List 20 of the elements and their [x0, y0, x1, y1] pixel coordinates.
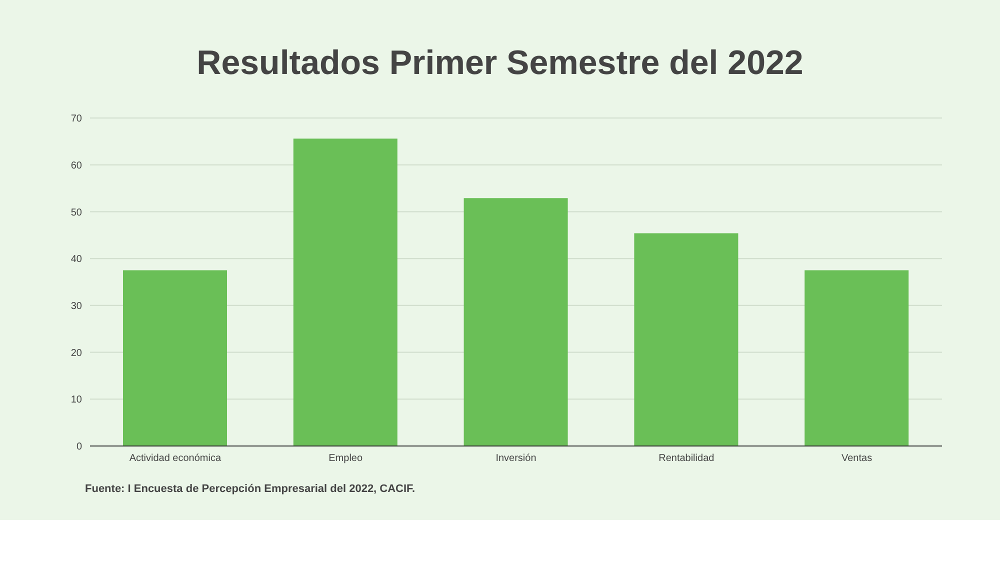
bar — [804, 270, 909, 446]
y-tick-label: 0 — [76, 442, 82, 453]
y-tick-label: 70 — [70, 114, 82, 125]
x-tick-label: Rentabilidad — [658, 453, 714, 464]
source-note: Fuente: I Encuesta de Percepción Empresarial del 2022, CACIF. — [85, 483, 416, 495]
bar — [634, 233, 738, 446]
y-tick-label: 60 — [70, 160, 82, 172]
bar — [293, 138, 398, 446]
bar — [123, 270, 227, 446]
chart-title: Resultados Primer Semestre del 2022 — [196, 44, 804, 83]
x-tick-label: Inversión — [496, 453, 536, 464]
y-tick-label: 40 — [70, 254, 82, 266]
y-tick-label: 50 — [70, 207, 82, 218]
x-tick-label: Ventas — [842, 453, 872, 464]
x-tick-label: Empleo — [328, 453, 363, 464]
x-tick-label: Actividad económica — [129, 453, 222, 464]
y-tick-label: 30 — [70, 300, 82, 312]
bar — [464, 198, 568, 446]
y-tick-label: 10 — [70, 394, 82, 406]
y-tick-label: 20 — [70, 348, 82, 359]
